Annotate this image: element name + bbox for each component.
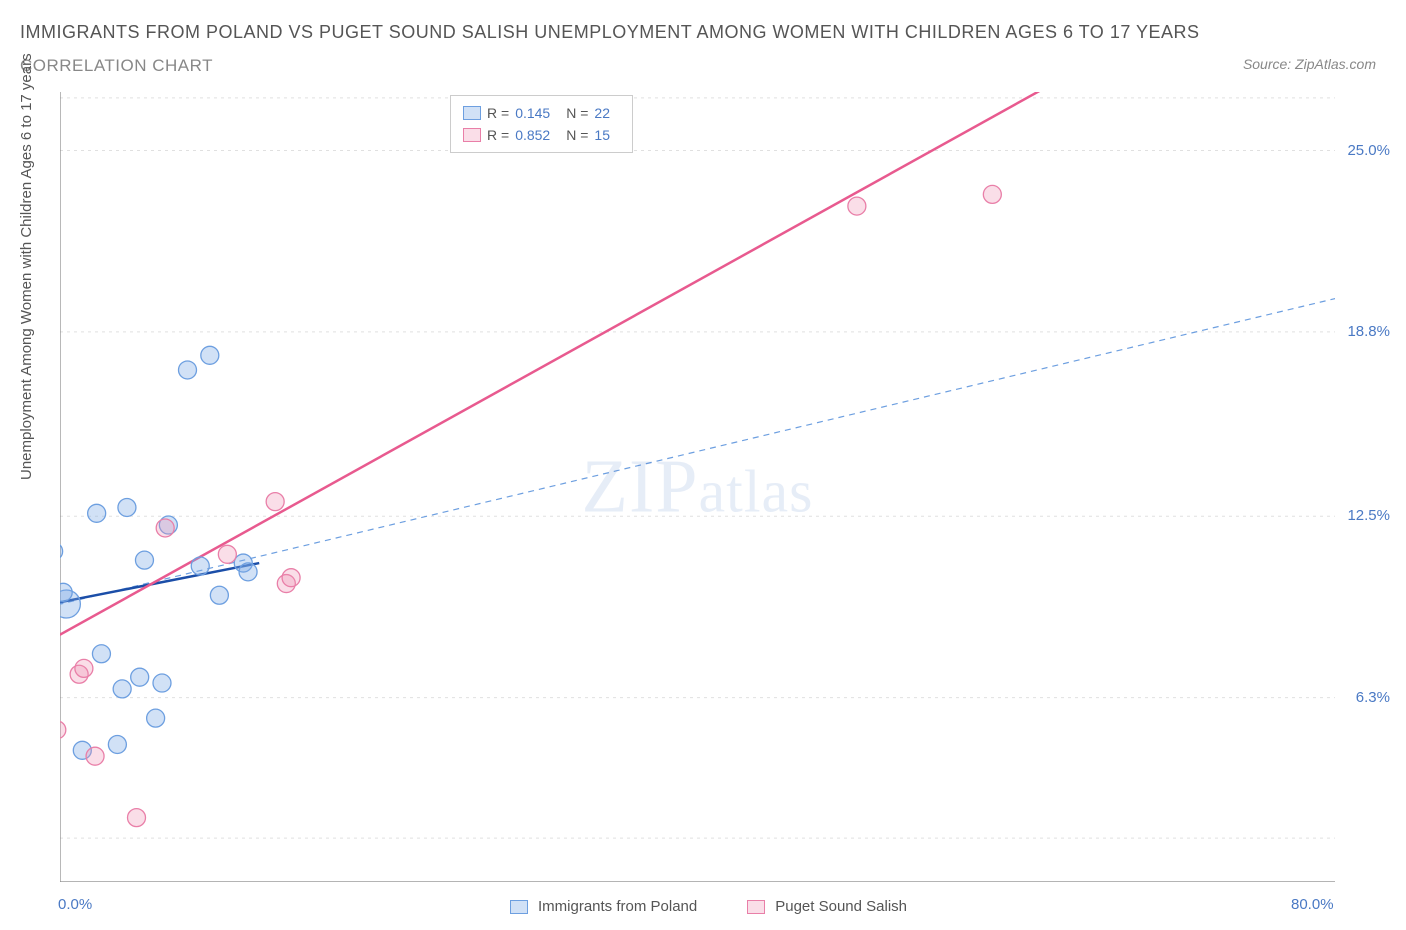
legend-swatch-0 bbox=[463, 106, 481, 120]
chart-area: ZIPatlas bbox=[60, 92, 1335, 882]
x-tick-min: 0.0% bbox=[58, 896, 92, 913]
y-axis-label: Unemployment Among Women with Children A… bbox=[18, 53, 35, 480]
y-tick-2: 18.8% bbox=[1347, 323, 1390, 340]
legend-stats-box: R = 0.145 N = 22 R = 0.852 N = 15 bbox=[450, 95, 633, 153]
legend-bottom-swatch-1 bbox=[747, 900, 765, 914]
y-tick-1: 12.5% bbox=[1347, 507, 1390, 524]
legend-bottom-label-0: Immigrants from Poland bbox=[538, 898, 697, 915]
legend-swatch-1 bbox=[463, 128, 481, 142]
legend-n-value-1: 15 bbox=[594, 124, 610, 146]
y-tick-3: 25.0% bbox=[1347, 142, 1390, 159]
scatter-chart-svg bbox=[60, 92, 1335, 882]
legend-r-label-1: R = bbox=[487, 124, 509, 146]
legend-bottom: Immigrants from Poland Puget Sound Salis… bbox=[510, 898, 947, 915]
source-attribution: Source: ZipAtlas.com bbox=[1243, 56, 1376, 72]
legend-n-label-0: N = bbox=[566, 102, 588, 124]
legend-n-label-1: N = bbox=[566, 124, 588, 146]
legend-stats-row-1: R = 0.852 N = 15 bbox=[463, 124, 620, 146]
legend-bottom-swatch-0 bbox=[510, 900, 528, 914]
x-tick-max: 80.0% bbox=[1291, 896, 1334, 913]
legend-stats-row-0: R = 0.145 N = 22 bbox=[463, 102, 620, 124]
legend-bottom-label-1: Puget Sound Salish bbox=[775, 898, 907, 915]
y-tick-0: 6.3% bbox=[1356, 689, 1390, 706]
legend-r-label-0: R = bbox=[487, 102, 509, 124]
chart-title-line2: CORRELATION CHART bbox=[20, 56, 213, 76]
legend-r-value-0: 0.145 bbox=[515, 102, 550, 124]
legend-n-value-0: 22 bbox=[594, 102, 610, 124]
chart-title-line1: IMMIGRANTS FROM POLAND VS PUGET SOUND SA… bbox=[20, 22, 1200, 43]
legend-r-value-1: 0.852 bbox=[515, 124, 550, 146]
